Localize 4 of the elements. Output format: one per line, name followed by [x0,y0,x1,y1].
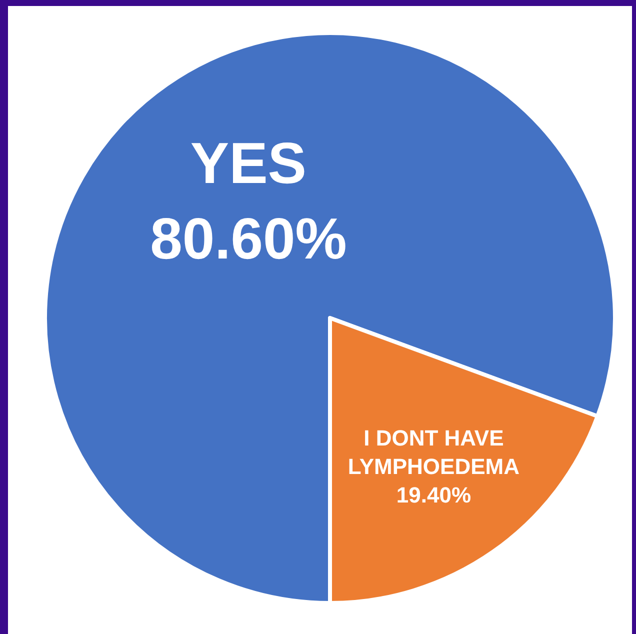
data-label: 80.60% [150,206,347,272]
data-label: 19.40% [396,482,472,508]
slice-label: I DONT HAVE LYMPHOEDEMA [348,426,520,480]
slice-label: YES [190,130,306,196]
